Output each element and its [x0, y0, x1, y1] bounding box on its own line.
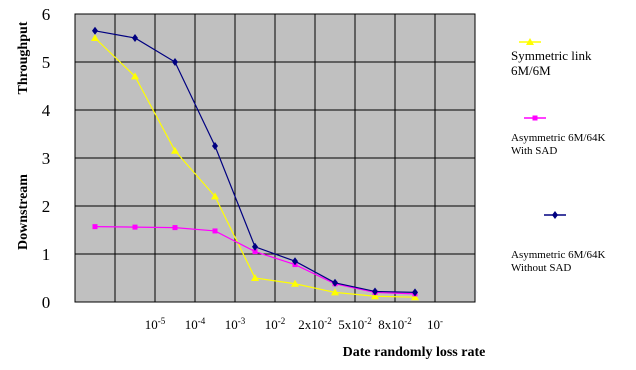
y-tick-label: 0 — [42, 293, 51, 312]
y-axis-ticks: 0 1 2 3 4 5 6 — [42, 5, 51, 312]
legend-marker — [526, 38, 534, 45]
x-tick-label: 10-3 — [225, 316, 246, 332]
data-point — [171, 146, 179, 154]
x-tick-label: 10-5 — [145, 316, 166, 332]
legend-label: Symmetric link — [511, 48, 592, 63]
data-point — [132, 224, 138, 230]
data-point — [251, 274, 259, 281]
legend-label: Asymmetric 6M/64K — [511, 249, 605, 261]
series-3 — [92, 26, 418, 297]
data-point — [211, 192, 219, 200]
data-point — [332, 278, 338, 287]
y-tick-label: 2 — [42, 197, 51, 216]
x-tick-label: 2x10-2 — [298, 316, 332, 332]
legend-label: With SAD — [511, 145, 557, 157]
data-point — [292, 257, 298, 266]
y-tick-label: 3 — [42, 149, 51, 168]
legend-marker — [552, 211, 558, 219]
grid-lines — [75, 14, 475, 302]
legend-label: Without SAD — [511, 262, 571, 274]
data-point — [331, 288, 339, 296]
data-point — [132, 34, 138, 42]
data-point — [291, 279, 299, 287]
x-tick-label: 10-4 — [185, 316, 206, 332]
data-point — [411, 293, 419, 301]
y-tick-label: 1 — [42, 245, 51, 264]
legend-label: Asymmetric 6M/64K — [511, 132, 605, 144]
legend-label: 6M/6M — [511, 63, 551, 78]
data-point — [412, 288, 418, 297]
data-point — [252, 249, 258, 255]
data-point — [92, 26, 98, 35]
data-point — [131, 72, 139, 80]
y-tick-label: 6 — [42, 5, 51, 24]
x-tick-label: 10- — [427, 316, 443, 332]
x-axis-ticks: 10-5 10-4 10-3 10-2 2x10-2 5x10-2 8x10-2 10- — [145, 316, 443, 332]
y-axis-title-top: Throughput — [16, 21, 31, 94]
data-point — [212, 142, 218, 150]
y-tick-label: 5 — [42, 53, 51, 72]
y-tick-label: 4 — [42, 101, 51, 120]
data-point — [172, 225, 178, 231]
data-point — [252, 242, 258, 251]
x-tick-label: 10-2 — [265, 316, 286, 332]
x-tick-label: 8x10-2 — [378, 316, 412, 332]
data-point — [172, 58, 178, 66]
x-tick-label: 5x10-2 — [338, 316, 372, 332]
data-point — [371, 292, 379, 300]
legend-marker — [532, 115, 538, 121]
y-axis-title-bottom: Downstream — [16, 174, 31, 250]
data-point — [92, 224, 98, 230]
data-point — [91, 34, 99, 41]
series-group — [91, 26, 419, 301]
data-point — [372, 287, 378, 296]
data-point — [212, 228, 218, 234]
series-1 — [91, 34, 419, 301]
x-axis-title: Date randomly loss rate — [343, 345, 486, 360]
